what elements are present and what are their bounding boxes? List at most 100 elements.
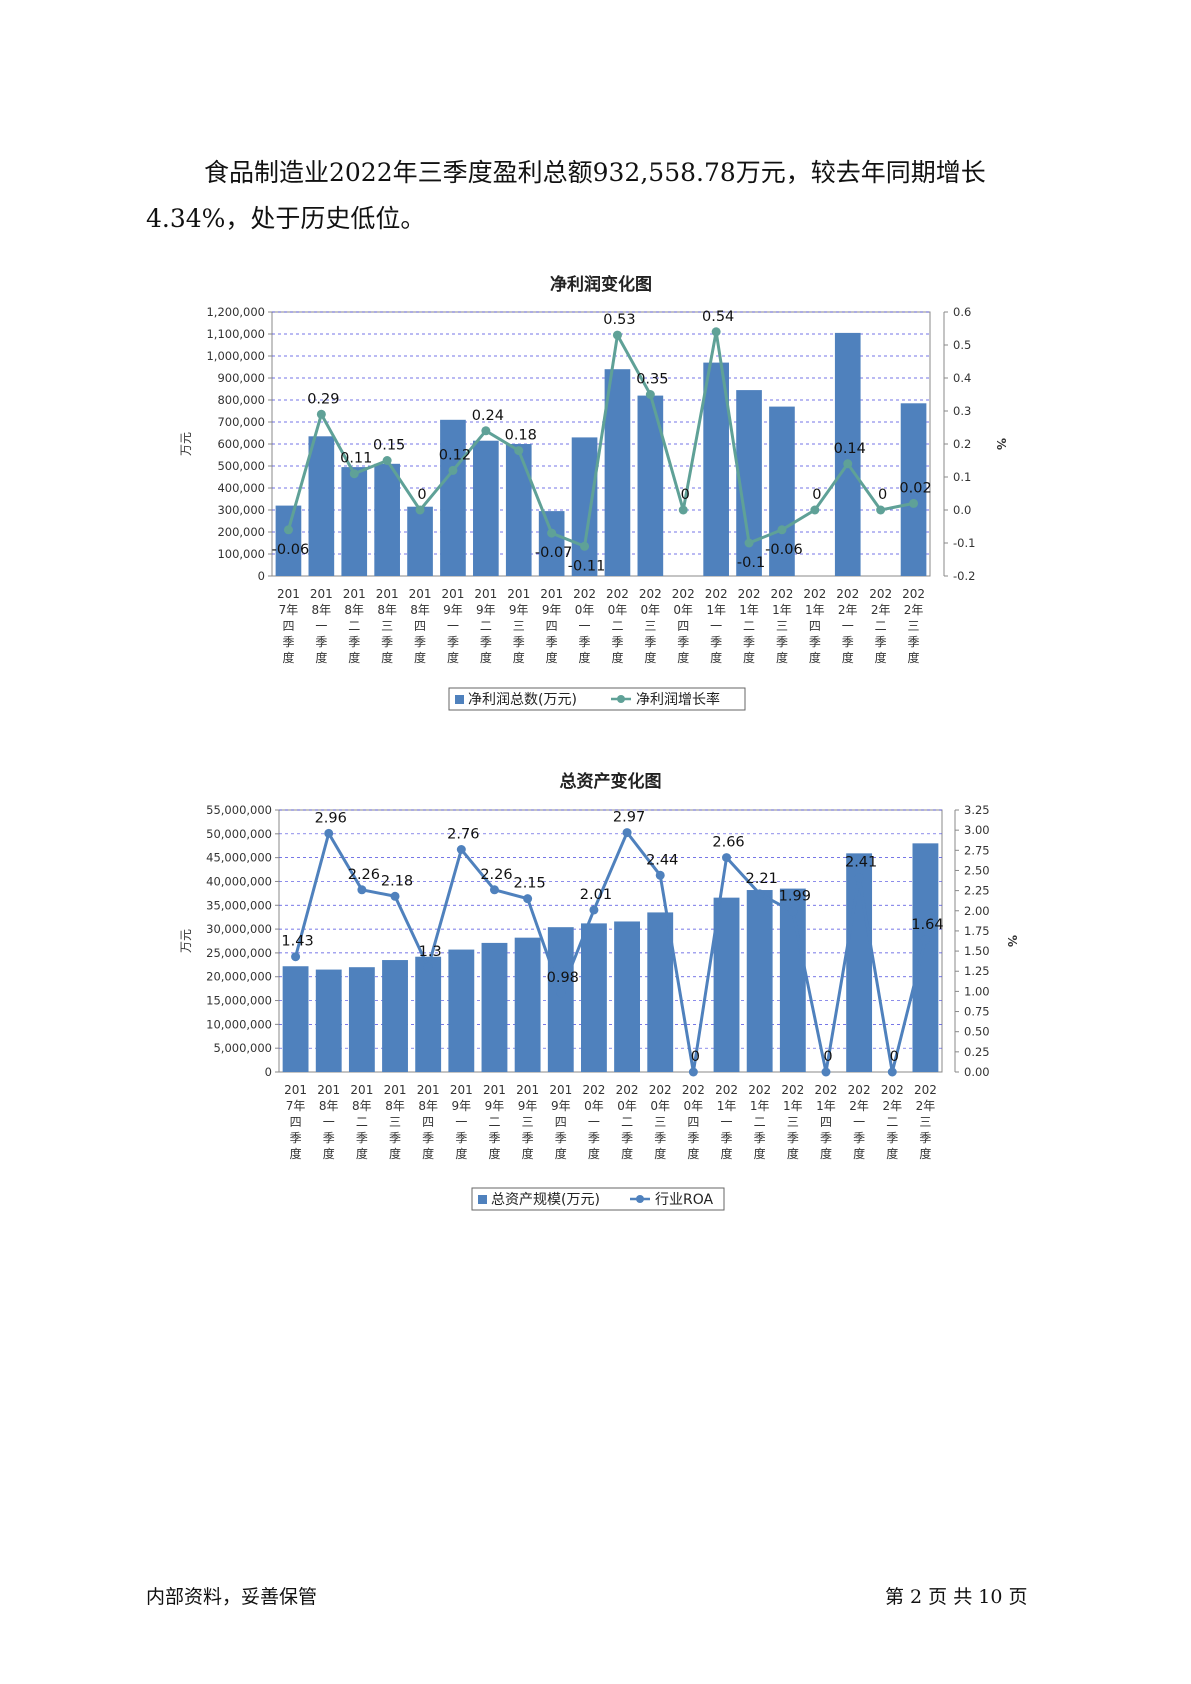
x-tick-label: 季 <box>886 1131 898 1145</box>
x-tick-label: 度 <box>842 650 854 665</box>
x-tick-label: 四 <box>282 619 294 633</box>
data-label: 0 <box>823 1049 832 1065</box>
x-tick-label: 2年 <box>871 603 891 617</box>
x-tick-label: 202 <box>803 587 826 601</box>
data-point <box>357 885 367 895</box>
x-tick-label: 季 <box>522 1131 534 1145</box>
x-tick-label: 8年 <box>352 1099 372 1113</box>
x-tick-label: 度 <box>621 1146 633 1161</box>
x-tick-label: 度 <box>809 650 821 665</box>
bar <box>341 467 368 576</box>
x-tick-label: 季 <box>787 1131 799 1145</box>
x-tick-label: 202 <box>649 1083 672 1097</box>
data-point <box>580 541 590 551</box>
bar <box>348 967 375 1072</box>
x-tick-label: 二 <box>621 1115 633 1129</box>
x-tick-label: 季 <box>323 1131 335 1145</box>
bar <box>514 937 541 1072</box>
bar <box>448 949 475 1072</box>
x-tick-label: 9年 <box>542 603 562 617</box>
y2-tick-label: 0.4 <box>953 371 971 385</box>
x-tick-label: 季 <box>875 635 887 649</box>
data-label: 2.41 <box>845 855 877 871</box>
x-tick-label: 度 <box>710 650 722 665</box>
legend-bar-swatch <box>478 1195 487 1204</box>
data-label: 0.54 <box>702 309 734 325</box>
data-point <box>316 409 326 419</box>
y2-tick-label: 1.00 <box>964 984 990 998</box>
x-tick-label: 季 <box>809 635 821 649</box>
x-tick-label: 度 <box>480 650 492 665</box>
y-tick-label: 15,000,000 <box>206 994 272 1008</box>
y2-tick-label: 2.75 <box>964 843 990 857</box>
x-tick-label: 202 <box>616 1083 639 1097</box>
y-tick-label: 40,000,000 <box>206 874 272 888</box>
x-tick-label: 度 <box>348 650 360 665</box>
paragraph-line-2: 4.34%，处于历史低位。 <box>146 204 426 233</box>
x-tick-label: 202 <box>848 1083 871 1097</box>
bar <box>374 463 400 576</box>
data-point <box>283 525 293 535</box>
data-label: 2.01 <box>580 887 612 903</box>
x-tick-label: 二 <box>875 619 887 633</box>
x-tick-label: 二 <box>348 619 360 633</box>
x-tick-label: 四 <box>809 619 821 633</box>
body-paragraph: 食品制造业2022年三季度盈利总额932,558.78万元，较去年同期增长 4.… <box>146 150 1046 242</box>
x-tick-label: 度 <box>546 650 558 665</box>
x-tick-label: 季 <box>455 1131 467 1145</box>
x-tick-label: 度 <box>323 1146 335 1161</box>
x-tick-label: 四 <box>555 1115 567 1129</box>
footer-page-number: 第 2 页 共 10 页 <box>885 1586 1028 1608</box>
x-tick-label: 201 <box>507 587 530 601</box>
bar <box>440 419 466 576</box>
data-point <box>678 505 688 515</box>
x-tick-label: 季 <box>919 1131 931 1145</box>
x-tick-label: 8年 <box>312 603 332 617</box>
x-tick-label: 202 <box>573 587 596 601</box>
x-tick-label: 度 <box>654 1146 666 1161</box>
x-tick-label: 202 <box>881 1083 904 1097</box>
data-point <box>755 889 765 899</box>
data-point <box>547 528 557 538</box>
x-tick-label: 度 <box>315 650 327 665</box>
bar <box>282 966 309 1072</box>
data-point <box>655 870 665 880</box>
x-tick-label: 度 <box>513 650 525 665</box>
x-tick-label: 度 <box>687 1146 699 1161</box>
y-tick-label: 400,000 <box>217 481 265 495</box>
data-label: 2.26 <box>348 867 380 883</box>
y2-tick-label: 3.00 <box>964 823 990 837</box>
x-tick-label: 202 <box>639 587 662 601</box>
data-point <box>523 894 533 904</box>
bar <box>746 890 773 1072</box>
legend-box <box>471 1187 725 1211</box>
data-label: -0.06 <box>272 542 310 558</box>
x-tick-label: 0年 <box>684 1099 704 1113</box>
bar <box>846 853 873 1072</box>
x-tick-label: 季 <box>389 1131 401 1145</box>
y-tick-label: 600,000 <box>217 437 265 451</box>
data-label: 0.15 <box>373 438 405 454</box>
net-profit-chart: 净利润变化图 0 100,000 200,000 300,000 400,000 500,0… <box>179 274 1008 711</box>
data-point <box>788 907 798 917</box>
x-tick-label: 季 <box>315 635 327 649</box>
x-tick-label: 度 <box>282 650 294 665</box>
bar <box>275 505 302 576</box>
x-tick-label: 度 <box>644 650 656 665</box>
bar <box>407 506 433 576</box>
data-label: 1.43 <box>281 934 313 950</box>
x-tick-label: 201 <box>441 587 464 601</box>
x-tick-label: 201 <box>277 587 300 601</box>
bar <box>580 923 607 1072</box>
y-tick-label: 30,000,000 <box>206 922 272 936</box>
legend-line-marker <box>617 695 625 703</box>
x-tick-label: 9年 <box>476 603 496 617</box>
data-point <box>556 988 566 998</box>
x-tick-label: 二 <box>356 1115 368 1129</box>
y-tick-label: 25,000,000 <box>206 946 272 960</box>
x-tick-label: 二 <box>886 1115 898 1129</box>
x-tick-label: 度 <box>488 1146 500 1161</box>
y2-axis-title: % <box>994 438 1008 450</box>
data-point <box>744 538 754 548</box>
x-tick-label: 2年 <box>916 1099 936 1113</box>
